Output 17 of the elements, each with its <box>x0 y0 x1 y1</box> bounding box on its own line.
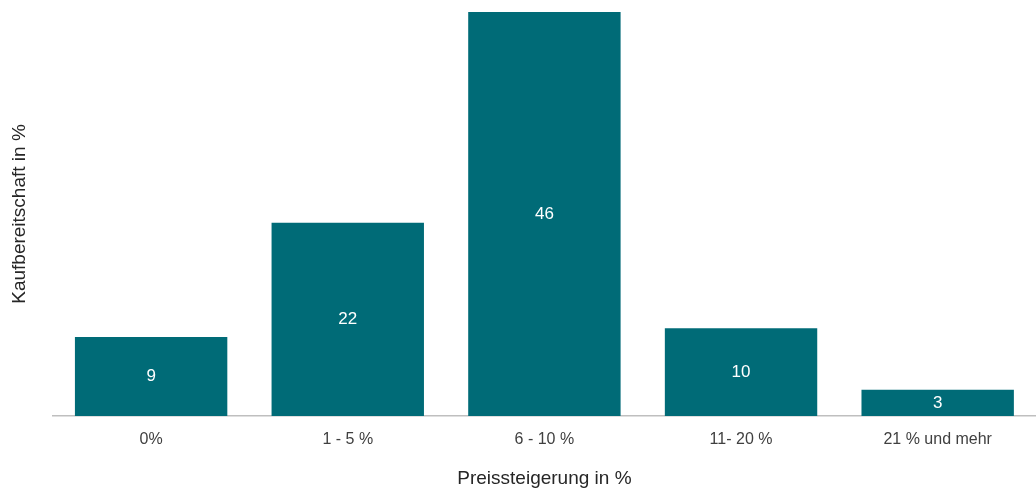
bar <box>271 222 424 416</box>
y-axis-title: Kaufbereitschaft in % <box>7 124 29 304</box>
bar <box>861 389 1014 416</box>
bar <box>664 328 818 416</box>
x-tick-label: 1 - 5 % <box>322 430 374 448</box>
x-tick-label: 0% <box>139 430 163 448</box>
data-label: 9 <box>146 366 156 386</box>
bar <box>468 12 621 416</box>
data-label: 10 <box>731 361 751 381</box>
data-label: 46 <box>534 203 554 223</box>
x-tick-label: 11- 20 % <box>709 430 773 448</box>
data-label: 3 <box>932 392 943 412</box>
bar <box>74 336 228 416</box>
data-label: 22 <box>338 309 358 329</box>
x-tick-label: 21 % und mehr <box>883 430 993 448</box>
x-axis-title: Preissteigerung in % <box>457 466 632 488</box>
x-tick-label: 6 - 10 % <box>514 430 575 448</box>
